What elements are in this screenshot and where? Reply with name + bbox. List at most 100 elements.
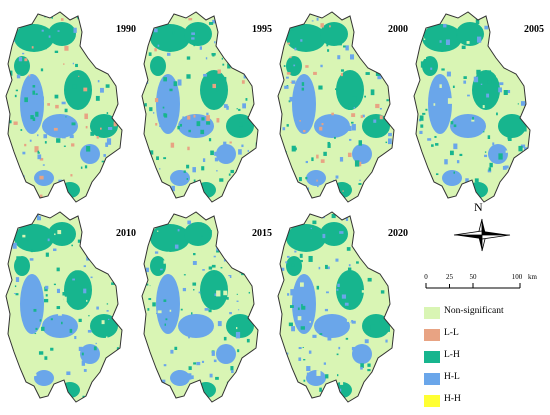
cluster-patch bbox=[58, 311, 62, 316]
cluster-patch bbox=[370, 324, 375, 331]
legend-label: H-H bbox=[444, 394, 461, 404]
cluster-patch bbox=[72, 278, 75, 281]
cluster-patch bbox=[208, 22, 214, 25]
cluster-patch bbox=[453, 143, 458, 150]
cluster-patch bbox=[206, 121, 211, 125]
cluster-patch bbox=[9, 24, 14, 27]
cluster-patch bbox=[94, 217, 99, 221]
cluster-patch bbox=[170, 142, 175, 148]
cluster-patch bbox=[8, 358, 13, 364]
cluster-patch bbox=[364, 228, 368, 232]
cluster-patch bbox=[86, 146, 91, 152]
lh-cluster bbox=[196, 382, 216, 398]
cluster-patch bbox=[23, 384, 27, 387]
cluster-patch bbox=[101, 185, 104, 188]
cluster-patch bbox=[183, 274, 186, 276]
cluster-patch bbox=[303, 359, 306, 361]
cluster-patch bbox=[44, 356, 48, 360]
cluster-patch bbox=[61, 101, 66, 105]
cluster-patch bbox=[124, 257, 127, 261]
cluster-patch bbox=[474, 178, 479, 183]
cluster-patch bbox=[398, 102, 400, 105]
cluster-patch bbox=[285, 218, 288, 221]
cluster-patch bbox=[161, 379, 166, 383]
cluster-patch bbox=[390, 48, 394, 51]
cluster-patch bbox=[151, 212, 155, 216]
cluster-patch bbox=[236, 300, 239, 302]
cluster-patch bbox=[22, 52, 25, 55]
cluster-patch bbox=[529, 177, 530, 180]
cluster-patch bbox=[78, 318, 82, 323]
cluster-patch bbox=[337, 183, 340, 186]
cluster-patch bbox=[323, 151, 327, 156]
cluster-patch bbox=[180, 308, 183, 311]
cluster-patch bbox=[358, 183, 362, 185]
cluster-patch bbox=[11, 157, 15, 160]
study-area-map bbox=[413, 11, 531, 203]
cluster-patch bbox=[258, 68, 260, 70]
cluster-patch bbox=[422, 112, 426, 115]
cluster-patch bbox=[160, 84, 165, 89]
cluster-patch bbox=[364, 95, 366, 98]
cluster-patch bbox=[166, 395, 169, 398]
cluster-patch bbox=[520, 101, 526, 106]
cluster-patch bbox=[26, 322, 28, 324]
cluster-patch bbox=[159, 125, 161, 127]
cluster-patch bbox=[372, 242, 377, 249]
cluster-patch bbox=[472, 116, 474, 120]
cluster-patch bbox=[238, 122, 243, 127]
cluster-patch bbox=[229, 141, 232, 144]
cluster-patch bbox=[228, 275, 232, 278]
cluster-patch bbox=[299, 259, 303, 263]
cluster-patch bbox=[293, 64, 296, 67]
cluster-patch bbox=[73, 27, 77, 33]
lh-cluster bbox=[150, 224, 190, 252]
cluster-patch bbox=[285, 76, 289, 79]
cluster-patch bbox=[124, 35, 128, 42]
cluster-patch bbox=[162, 108, 166, 112]
cluster-patch bbox=[519, 13, 524, 16]
cluster-patch bbox=[356, 261, 359, 264]
hl-cluster bbox=[314, 314, 350, 338]
legend-label: L-H bbox=[444, 350, 460, 360]
cluster-patch bbox=[155, 123, 158, 126]
lh-cluster bbox=[226, 314, 254, 338]
cluster-patch bbox=[13, 292, 16, 294]
cluster-patch bbox=[255, 66, 258, 71]
cluster-patch bbox=[11, 304, 13, 306]
cluster-patch bbox=[455, 86, 459, 91]
cluster-patch bbox=[199, 46, 202, 50]
cluster-patch bbox=[498, 87, 502, 93]
cluster-patch bbox=[310, 227, 312, 230]
cluster-patch bbox=[382, 59, 386, 63]
cluster-patch bbox=[324, 264, 328, 269]
cluster-patch bbox=[335, 175, 339, 179]
cluster-patch bbox=[337, 374, 339, 377]
cluster-patch bbox=[351, 124, 356, 131]
cluster-patch bbox=[107, 358, 110, 362]
lh-cluster bbox=[90, 314, 118, 338]
cluster-patch bbox=[280, 188, 284, 193]
cluster-patch bbox=[57, 382, 62, 386]
cluster-patch bbox=[374, 307, 376, 309]
cluster-patch bbox=[15, 277, 20, 282]
cluster-patch bbox=[48, 338, 53, 343]
cluster-patch bbox=[389, 312, 394, 317]
cluster-patch bbox=[360, 363, 364, 368]
legend-label: Non-significant bbox=[444, 306, 504, 316]
study-area-map bbox=[277, 211, 395, 403]
cluster-patch bbox=[228, 50, 232, 55]
cluster-patch bbox=[204, 308, 209, 311]
cluster-patch bbox=[289, 305, 294, 308]
cluster-patch bbox=[88, 348, 91, 350]
cluster-patch bbox=[527, 91, 530, 95]
cluster-patch bbox=[100, 375, 104, 381]
cluster-patch bbox=[282, 127, 286, 131]
cluster-patch bbox=[118, 242, 121, 247]
cluster-patch bbox=[285, 261, 288, 264]
cluster-patch bbox=[8, 149, 13, 155]
cluster-patch bbox=[373, 43, 377, 47]
cluster-patch bbox=[82, 259, 86, 262]
cluster-patch bbox=[367, 363, 371, 367]
cluster-patch bbox=[81, 352, 84, 356]
